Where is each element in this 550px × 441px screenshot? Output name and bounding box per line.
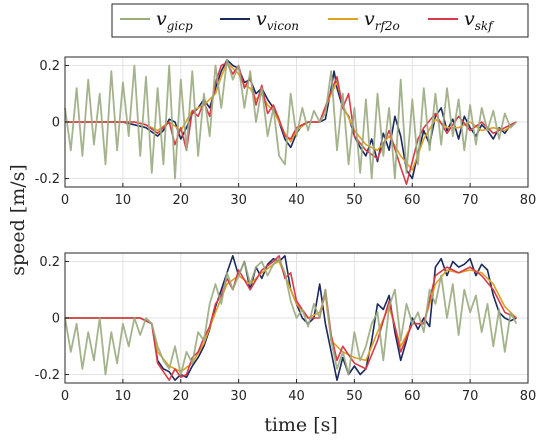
x-tick-label: 50 [346,389,363,404]
series-line-gicp [64,257,518,376]
x-tick-label: 10 [115,193,132,208]
subplot-2: 0 10 20 30 40 50 60 70 80-0.200.2 [35,252,537,404]
legend-item-rf2o: vrf2o [328,8,400,33]
x-tick-label: 70 [462,193,479,208]
x-tick-label: 60 [404,389,421,404]
x-tick-label: 30 [230,389,247,404]
y-tick-label: 0.2 [39,255,60,270]
x-tick-label: 80 [520,389,537,404]
legend-item-skf: vskf [428,8,495,33]
legend-label: vrf2o [364,8,400,33]
x-tick-label: 20 [172,193,189,208]
y-tick-label: -0.2 [35,368,60,383]
x-tick-label: 0 [61,389,69,404]
y-axis-label: speed [m/s] [7,164,29,276]
x-tick-label: 50 [346,193,363,208]
plots-group: 0 10 20 30 40 50 60 70 80-0.200.20 10 20 30 40 50 60 70… [35,56,537,404]
y-tick-label: 0 [52,312,60,327]
legend-label: vvicon [256,8,299,33]
x-axis-label: time [s] [264,414,338,436]
series-line-gicp [64,58,518,180]
x-tick-label: 0 [61,193,69,208]
x-tick-label: 60 [404,193,421,208]
legend-item-gicp: vgicp [120,8,193,33]
legend: vgicp vvicon vrf2o vskf [111,3,529,38]
legend-label: vgicp [156,8,193,33]
x-tick-label: 40 [288,389,305,404]
y-tick-label: -0.2 [35,172,60,187]
legend-label: vskf [464,8,495,33]
legend-box [111,3,529,38]
x-tick-label: 70 [462,389,479,404]
y-tick-label: 0.2 [39,59,60,74]
subplot-1: 0 10 20 30 40 50 60 70 80-0.200.2 [35,56,537,208]
x-tick-label: 40 [288,193,305,208]
x-tick-label: 10 [115,389,132,404]
x-tick-label: 80 [520,193,537,208]
x-tick-label: 30 [230,193,247,208]
x-tick-label: 20 [172,389,189,404]
y-tick-label: 0 [52,116,60,131]
legend-item-vicon: vvicon [220,8,299,33]
